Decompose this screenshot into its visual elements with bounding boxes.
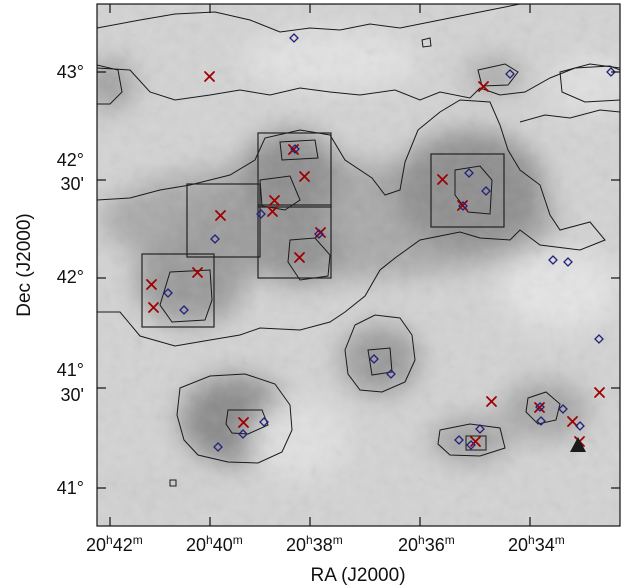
box-c <box>257 132 332 208</box>
triangle-marker <box>570 437 586 452</box>
diamond-marker <box>548 255 558 265</box>
contour-small-island-1 <box>421 37 432 48</box>
y-tick-labels: 43° 42° 30' 42° 41° 30' 41° <box>57 62 84 498</box>
diamond-marker <box>163 288 173 298</box>
contour-cloud-bottom-right-inner <box>465 435 487 451</box>
cross-marker <box>478 81 489 92</box>
diamond-marker <box>481 186 491 196</box>
plot-frame <box>96 3 621 527</box>
contour-cloud-lower-right <box>525 391 561 425</box>
diamond-marker <box>210 234 220 244</box>
cross-marker <box>299 171 310 182</box>
diamond-marker <box>213 442 223 452</box>
contour-lines <box>97 4 620 487</box>
x-tick-label: 20h34m <box>508 533 565 555</box>
contour-box-e-inner <box>454 165 493 215</box>
y-tick-label: 43° <box>57 62 84 82</box>
contour-box-a-inner <box>159 269 213 323</box>
diamond-marker <box>179 305 189 315</box>
diamond-marker <box>386 369 396 379</box>
y-tick-label: 30' <box>61 385 84 405</box>
y-tick-label: 41° <box>57 478 84 498</box>
diamond-marker <box>256 209 266 219</box>
diamond-marker <box>466 440 476 450</box>
cross-marker <box>315 227 326 238</box>
cross-marker <box>294 252 305 263</box>
box-b <box>186 183 261 258</box>
cross-marker <box>534 402 545 413</box>
diamond-marker <box>536 416 546 426</box>
diamond-marker <box>454 435 464 445</box>
diamond-marker <box>290 144 300 154</box>
contour-blob-left-edge <box>97 64 123 105</box>
diamond-marker <box>458 201 468 211</box>
diamond-marker <box>314 229 324 239</box>
diamond-marker <box>238 429 248 439</box>
y-tick-label: 42° <box>57 150 84 170</box>
cross-marker <box>267 206 278 217</box>
diamond-marker <box>606 67 616 77</box>
x-tick-label: 20h38m <box>286 533 343 555</box>
diamond-marker <box>575 421 585 431</box>
contour-top-left <box>97 4 521 33</box>
box-e <box>430 153 505 228</box>
cross-marker <box>215 210 226 221</box>
cross-marker <box>594 387 605 398</box>
cross-marker <box>470 436 481 447</box>
x-axis-title: RA (J2000) <box>310 565 405 586</box>
cross-marker <box>192 267 203 278</box>
diamond-marker <box>594 334 604 344</box>
diamond-marker <box>464 168 474 178</box>
analysis-boxes <box>141 132 505 328</box>
contour-cloud-middle <box>344 314 416 393</box>
cross-marker <box>457 200 468 211</box>
x-tick-labels: 20h42m 20h40m 20h38m 20h36m 20h34m <box>86 533 565 555</box>
x-tick-label: 20h36m <box>398 533 455 555</box>
diamond-marker <box>259 417 269 427</box>
contour-right-loop <box>559 63 620 103</box>
x-tick-label: 20h40m <box>186 533 243 555</box>
box-d <box>257 204 332 279</box>
cross-marker <box>204 71 215 82</box>
cross-marker <box>146 279 157 290</box>
greyscale-map <box>97 4 620 526</box>
y-tick-label: 30' <box>61 174 84 194</box>
tick-marks <box>97 4 620 526</box>
diamond-marker <box>289 33 299 43</box>
y-axis-title: Dec (J2000) <box>14 213 35 317</box>
contour-box-c-inner <box>279 139 319 161</box>
diamond-marker <box>563 257 573 267</box>
cross-marker <box>148 302 159 313</box>
diamond-marker <box>475 424 485 434</box>
cross-marker <box>486 396 497 407</box>
x-tick-label: 20h42m <box>86 533 143 555</box>
contour-small-island-2 <box>169 479 177 487</box>
diamond-markers <box>163 33 616 452</box>
diamond-marker <box>369 354 379 364</box>
y-tick-label: 42° <box>57 267 84 287</box>
contour-cloud-bottom-right <box>437 423 506 457</box>
contour-right-shelf <box>519 109 620 123</box>
diamond-marker <box>505 69 515 79</box>
cross-marker <box>269 195 280 206</box>
cross-marker <box>567 416 578 427</box>
contour-cloud-bottom-left-inner <box>225 409 269 435</box>
contour-cloud-middle-inner <box>367 347 393 376</box>
contour-top-band <box>97 65 620 101</box>
diamond-marker <box>558 404 568 414</box>
contour-box-d-inner <box>287 237 331 281</box>
contour-cloud-bottom-left <box>176 373 293 464</box>
cross-marker <box>238 417 249 428</box>
diamond-marker <box>535 402 545 412</box>
box-a <box>141 253 215 328</box>
y-tick-label: 41° <box>57 360 84 380</box>
cross-marker <box>437 174 448 185</box>
